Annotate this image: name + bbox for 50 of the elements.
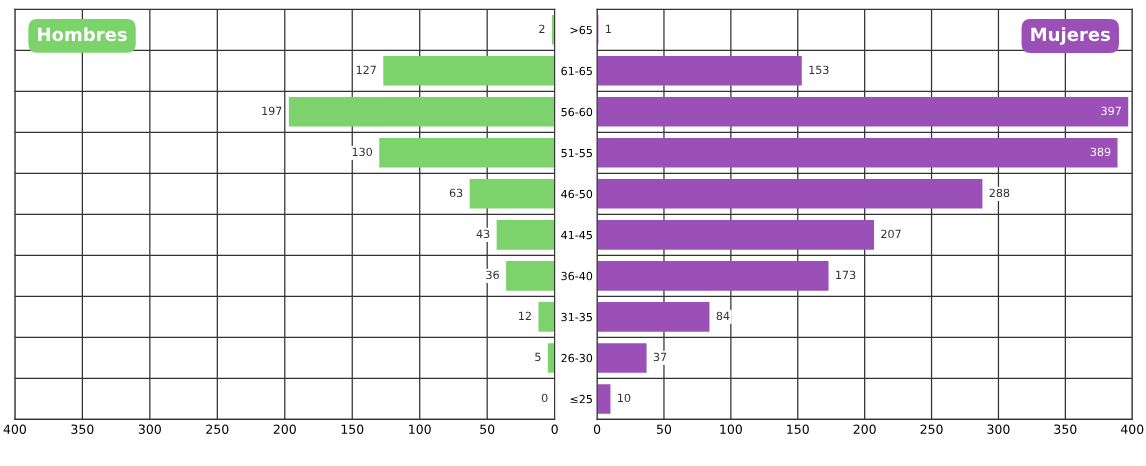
data-label: 12: [519, 311, 531, 320]
y-tick-label: 31-35: [561, 312, 592, 322]
data-label: 127: [356, 65, 376, 74]
data-label: 36: [486, 270, 499, 280]
x-tick-label: 0: [551, 424, 558, 434]
data-label: 389: [1090, 147, 1111, 157]
x-tick-label: 300: [138, 424, 161, 434]
data-label: 173: [836, 270, 856, 280]
x-tick-label: 400: [3, 424, 26, 434]
text: Mujeres: [1031, 27, 1110, 45]
x-tick-label: 100: [720, 424, 742, 434]
x-tick-label: 400: [1120, 424, 1144, 434]
y-tick-label: ≤25: [570, 394, 592, 404]
data-label: 197: [262, 106, 282, 116]
data-label: 153: [809, 65, 829, 75]
x-tick-label: 150: [341, 424, 364, 434]
x-tick-label: 250: [206, 424, 229, 434]
y-tick-label: 36-40: [561, 271, 593, 281]
data-label: 37: [653, 352, 667, 362]
x-tick-label: 200: [273, 424, 296, 434]
y-tick-label: 41-45: [561, 230, 592, 240]
y-tick-label: 26-30: [561, 353, 593, 363]
x-tick-label: 50: [656, 424, 672, 434]
data-label: 130: [352, 147, 373, 157]
x-tick-label: 50: [480, 424, 495, 434]
data-label: 2: [539, 24, 545, 33]
data-label: 5: [535, 352, 541, 362]
x-tick-label: 250: [920, 424, 943, 434]
data-label: 84: [716, 311, 730, 321]
data-label: 1: [606, 24, 611, 33]
x-tick-label: 300: [987, 424, 1010, 434]
data-label: 63: [449, 188, 463, 198]
x-tick-label: 350: [71, 424, 94, 434]
data-label: 0: [541, 393, 548, 403]
data-label: 288: [989, 188, 1010, 198]
x-tick-label: 350: [1054, 424, 1077, 434]
x-tick-label: 100: [409, 424, 431, 434]
text: Hombres: [38, 27, 127, 42]
y-tick-label: 61-65: [561, 66, 592, 76]
data-label: 207: [881, 229, 901, 239]
x-tick-label: 150: [787, 424, 809, 434]
x-tick-label: 200: [853, 424, 876, 434]
data-label: 43: [476, 229, 490, 239]
y-tick-label: 46-50: [561, 189, 593, 199]
y-tick-label: 56-60: [561, 107, 593, 117]
y-tick-label: 51-55: [561, 148, 592, 158]
data-label: 10: [618, 393, 631, 403]
y-tick-label: >65: [570, 25, 592, 35]
x-tick-label: 0: [593, 424, 601, 434]
data-label: 397: [1101, 106, 1121, 116]
